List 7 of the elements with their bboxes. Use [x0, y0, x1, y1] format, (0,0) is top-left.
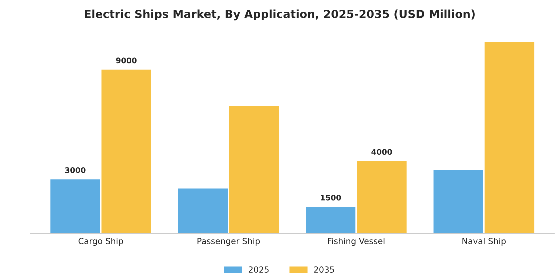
x-tick-label: Passenger Ship [198, 238, 260, 246]
legend-label: 2025 [248, 266, 269, 273]
legend-label: 2035 [314, 266, 334, 273]
x-tick-label: Fishing Vessel [328, 238, 385, 246]
x-tick-label: Naval Ship [462, 238, 506, 246]
chart-title: Electric Ships Market, By Application, 2025-2035 (USD Million) [85, 10, 475, 21]
x-tick-label: Cargo Ship [78, 238, 124, 246]
